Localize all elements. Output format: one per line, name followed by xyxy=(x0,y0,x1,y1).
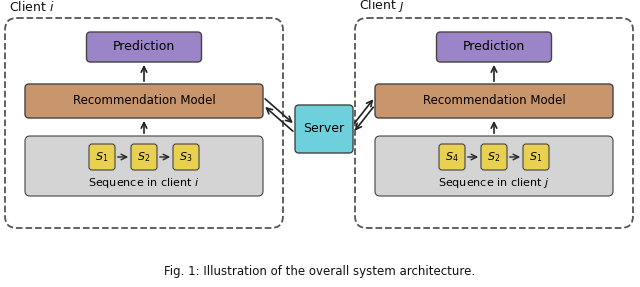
FancyBboxPatch shape xyxy=(131,144,157,170)
Text: Prediction: Prediction xyxy=(113,40,175,53)
FancyBboxPatch shape xyxy=(25,84,263,118)
Text: $S_2$: $S_2$ xyxy=(138,150,150,164)
FancyBboxPatch shape xyxy=(86,32,202,62)
FancyBboxPatch shape xyxy=(25,136,263,196)
FancyBboxPatch shape xyxy=(481,144,507,170)
Text: Sequence in client $j$: Sequence in client $j$ xyxy=(438,176,550,190)
Text: Server: Server xyxy=(303,123,344,135)
FancyBboxPatch shape xyxy=(89,144,115,170)
FancyBboxPatch shape xyxy=(439,144,465,170)
FancyBboxPatch shape xyxy=(375,84,613,118)
FancyBboxPatch shape xyxy=(375,136,613,196)
Text: Sequence in client $i$: Sequence in client $i$ xyxy=(88,176,200,190)
Text: Recommendation Model: Recommendation Model xyxy=(422,94,565,108)
Text: Fig. 1: Illustration of the overall system architecture.: Fig. 1: Illustration of the overall syst… xyxy=(164,265,476,278)
Text: Client $j$: Client $j$ xyxy=(359,0,404,14)
Text: Recommendation Model: Recommendation Model xyxy=(72,94,216,108)
Text: Prediction: Prediction xyxy=(463,40,525,53)
FancyBboxPatch shape xyxy=(436,32,552,62)
Text: $S_4$: $S_4$ xyxy=(445,150,459,164)
Text: Client $i$: Client $i$ xyxy=(9,0,54,14)
FancyBboxPatch shape xyxy=(523,144,549,170)
Text: $S_1$: $S_1$ xyxy=(529,150,543,164)
Text: $S_3$: $S_3$ xyxy=(179,150,193,164)
Text: $S_1$: $S_1$ xyxy=(95,150,109,164)
FancyBboxPatch shape xyxy=(173,144,199,170)
Text: $S_2$: $S_2$ xyxy=(488,150,500,164)
FancyBboxPatch shape xyxy=(295,105,353,153)
